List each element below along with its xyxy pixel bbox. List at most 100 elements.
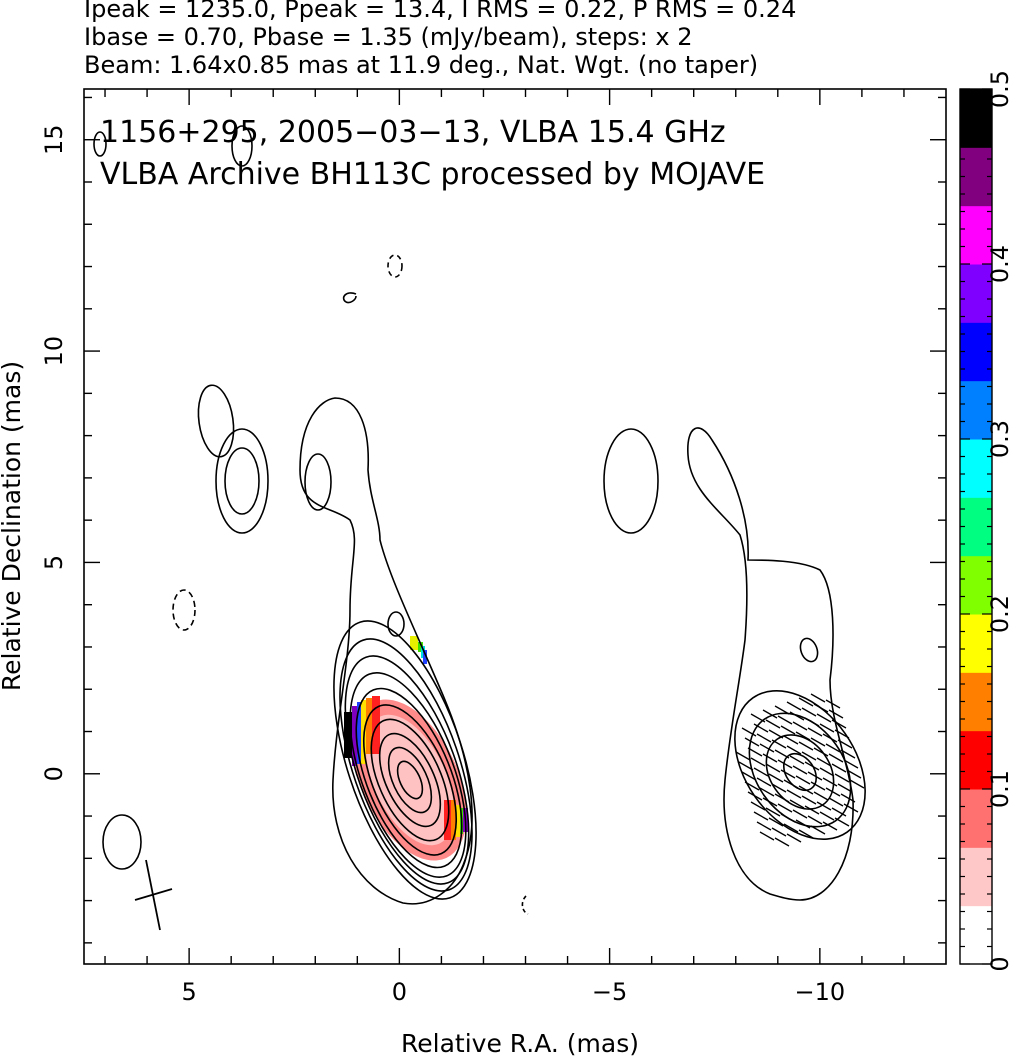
evpa-stick — [825, 743, 841, 753]
contour-level-11 — [396, 760, 424, 800]
evpa-stick — [816, 757, 832, 767]
blob-contour-3 — [224, 447, 260, 515]
evpa-vectors — [735, 693, 865, 847]
evpa-stick — [780, 769, 796, 779]
evpa-stick — [828, 709, 844, 719]
colorbar-tick-label: 0.5 — [986, 70, 1014, 108]
evpa-stick — [789, 711, 805, 721]
colorbar-cell — [960, 614, 992, 673]
colorbar-tick-label: 0.4 — [986, 245, 1014, 283]
evpa-stick — [798, 741, 814, 751]
contour-level-9 — [378, 732, 442, 828]
evpa-stick — [801, 751, 817, 761]
evpa-stick — [807, 815, 823, 825]
evpa-stick — [783, 735, 799, 745]
x-tick-label: −10 — [795, 978, 846, 1006]
colorbar: 0 0.1 0.2 0.3 0.4 0.5 — [959, 70, 1014, 972]
contour-level-8 — [370, 718, 450, 842]
evpa-stick — [828, 753, 844, 763]
evpa-stick — [765, 719, 781, 729]
x-tick-label: 0 — [392, 978, 407, 1006]
colorbar-tick-label: 0.2 — [986, 595, 1014, 633]
evpa-stick — [738, 761, 754, 771]
pol-edge-right-yellow — [456, 805, 460, 837]
blob-contour-4 — [304, 453, 332, 511]
evpa-stick — [849, 779, 865, 789]
evpa-stick — [756, 733, 772, 743]
evpa-stick — [810, 781, 826, 791]
contour-level-4 — [344, 655, 470, 885]
blob-contour-2 — [215, 428, 269, 534]
colorbar-cell — [960, 89, 992, 148]
evpa-stick — [783, 779, 799, 789]
evpa-stick — [765, 807, 781, 817]
evpa-stick — [753, 767, 769, 777]
pol-edge-left-orange — [366, 698, 372, 754]
evpa-stick — [735, 751, 751, 761]
evpa-stick — [741, 771, 757, 781]
colorbar-tick-label: 0.1 — [986, 770, 1014, 808]
evpa-stick — [819, 767, 835, 777]
evpa-stick — [777, 759, 793, 769]
colorbar-tick-label: 0.3 — [986, 420, 1014, 458]
evpa-stick — [783, 823, 799, 833]
blob-contour-7 — [231, 125, 253, 167]
intensity-contours-left — [93, 125, 529, 931]
right-core-3 — [765, 734, 835, 810]
blob-contour-6 — [93, 131, 107, 157]
contour-level-5 — [349, 672, 467, 878]
evpa-stick — [750, 801, 766, 811]
colorbar-cell — [960, 439, 992, 498]
evpa-stick — [831, 719, 847, 729]
right-core-1 — [734, 689, 866, 841]
evpa-stick — [801, 795, 817, 805]
evpa-stick — [840, 749, 856, 759]
evpa-stick — [789, 799, 805, 809]
colorbar-ticks — [960, 88, 992, 965]
pol-knot-blue — [423, 650, 427, 664]
annotation-line-2: VLBA Archive BH113C processed by MOJAVE — [100, 157, 765, 192]
colorbar-cell — [960, 322, 992, 382]
evpa-stick — [786, 789, 802, 799]
evpa-stick — [807, 727, 823, 737]
evpa-stick — [792, 809, 808, 819]
evpa-stick — [819, 723, 835, 733]
blob-contour-5 — [102, 814, 142, 870]
evpa-stick — [816, 801, 832, 811]
evpa-stick — [831, 807, 847, 817]
blob-contour-1 — [197, 384, 235, 458]
header-line-2: Ibase = 0.70, Pbase = 1.35 (mJy/beam), s… — [84, 23, 693, 51]
evpa-stick — [792, 765, 808, 775]
evpa-stick — [798, 785, 814, 795]
axis-tick-labels: 5 0 −5 −10 0 5 10 15 — [40, 124, 845, 1006]
evpa-stick — [741, 727, 757, 737]
contour-level-10 — [387, 746, 433, 814]
evpa-stick — [822, 733, 838, 743]
header-line-1: Ipeak = 1235.0, Ppeak = 13.4, I RMS = 0.… — [84, 0, 797, 23]
colorbar-cells — [960, 89, 992, 965]
evpa-stick — [774, 793, 790, 803]
evpa-stick — [762, 753, 778, 763]
evpa-stick — [786, 833, 802, 843]
evpa-stick — [795, 819, 811, 829]
contour-level-3 — [339, 638, 473, 892]
evpa-stick — [795, 775, 811, 785]
evpa-stick — [819, 811, 835, 821]
evpa-stick — [804, 805, 820, 815]
pol-knot-green — [418, 642, 423, 652]
negative-contour-2 — [387, 254, 403, 278]
evpa-stick — [762, 797, 778, 807]
outer-jet-contour-right — [687, 427, 854, 901]
evpa-stick — [831, 763, 847, 773]
evpa-stick — [834, 773, 850, 783]
colorbar-tick-labels: 0 0.1 0.2 0.3 0.4 0.5 — [986, 70, 1014, 972]
right-core-4 — [782, 752, 818, 792]
evpa-stick — [780, 725, 796, 735]
evpa-stick — [774, 837, 790, 847]
colorbar-cell — [960, 730, 992, 790]
evpa-stick — [837, 783, 853, 793]
evpa-stick — [813, 703, 829, 713]
evpa-stick — [759, 743, 775, 753]
negative-contour-3 — [342, 292, 357, 304]
